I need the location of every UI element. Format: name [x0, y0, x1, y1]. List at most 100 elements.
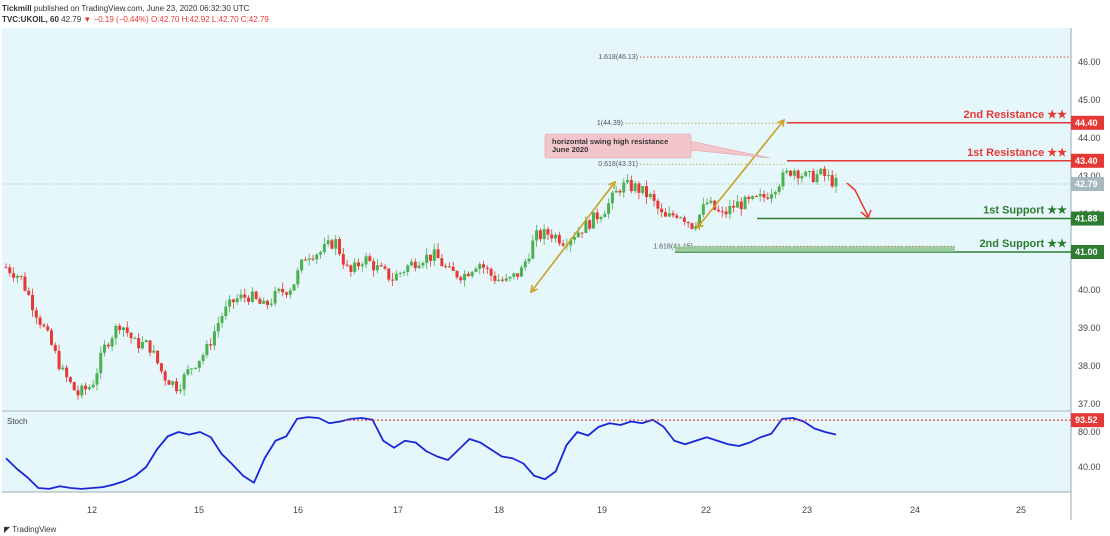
candle-body[interactable] [671, 213, 675, 216]
candle-body[interactable] [303, 259, 307, 261]
candle-body[interactable] [319, 252, 323, 255]
candle-body[interactable] [125, 327, 129, 333]
candle-body[interactable] [637, 183, 641, 193]
candle-body[interactable] [504, 278, 508, 281]
candle-body[interactable] [557, 234, 561, 244]
candle-body[interactable] [720, 211, 724, 213]
candle-body[interactable] [216, 322, 220, 332]
candle-body[interactable] [334, 239, 338, 249]
candle-body[interactable] [550, 234, 554, 239]
candle-body[interactable] [588, 220, 592, 229]
candle-body[interactable] [800, 176, 804, 179]
candle-body[interactable] [193, 367, 197, 369]
candle-body[interactable] [152, 350, 156, 353]
candle-body[interactable] [391, 279, 395, 281]
candle-body[interactable] [785, 170, 789, 173]
candle-body[interactable] [682, 217, 686, 222]
candle-body[interactable] [455, 270, 459, 278]
candle-body[interactable] [512, 273, 516, 277]
candle-body[interactable] [459, 277, 463, 281]
candle-body[interactable] [436, 249, 440, 259]
swing-arrow-right[interactable] [695, 118, 786, 230]
candle-body[interactable] [823, 168, 827, 176]
candle-body[interactable] [569, 239, 573, 246]
candle-body[interactable] [538, 230, 542, 240]
candle-body[interactable] [129, 332, 133, 339]
candle-body[interactable] [19, 275, 23, 277]
candle-body[interactable] [595, 212, 599, 220]
candle-body[interactable] [159, 363, 163, 372]
candle-body[interactable] [701, 204, 705, 215]
candle-body[interactable] [338, 239, 342, 255]
candle-body[interactable] [209, 344, 213, 346]
candle-body[interactable] [804, 171, 808, 177]
candle-body[interactable] [121, 327, 125, 331]
candle-body[interactable] [326, 240, 330, 245]
candle-body[interactable] [497, 279, 501, 281]
candle-body[interactable] [807, 171, 811, 173]
candle-body[interactable] [53, 344, 57, 351]
candle-body[interactable] [709, 200, 713, 203]
candle-body[interactable] [106, 344, 110, 347]
candle-body[interactable] [103, 344, 107, 353]
candle-body[interactable] [368, 256, 372, 262]
candle-body[interactable] [356, 262, 360, 267]
candle-body[interactable] [440, 258, 444, 267]
candle-body[interactable] [12, 273, 16, 278]
candle-body[interactable] [830, 175, 834, 187]
candle-body[interactable] [489, 268, 493, 276]
stoch-line[interactable] [5, 416, 837, 490]
candle-body[interactable] [110, 338, 114, 347]
candle-body[interactable] [811, 171, 815, 183]
candle-body[interactable] [375, 265, 379, 271]
candle-body[interactable] [633, 183, 637, 192]
candle-body[interactable] [23, 276, 27, 291]
candle-body[interactable] [542, 229, 546, 240]
candle-body[interactable] [76, 390, 80, 396]
candle-body[interactable] [235, 298, 239, 303]
candle-body[interactable] [398, 272, 402, 274]
candle-body[interactable] [281, 288, 285, 293]
projection-arrow[interactable] [846, 182, 872, 220]
candle-body[interactable] [535, 230, 539, 241]
candle-body[interactable] [834, 177, 838, 187]
candle-body[interactable] [523, 261, 527, 268]
candle-body[interactable] [186, 369, 190, 375]
candle-body[interactable] [493, 275, 497, 281]
candle-body[interactable] [413, 261, 417, 269]
candle-body[interactable] [777, 186, 781, 192]
candle-body[interactable] [34, 310, 38, 318]
candle-body[interactable] [531, 240, 535, 259]
candle-body[interactable] [91, 384, 95, 388]
candle-body[interactable] [789, 170, 793, 176]
candle-body[interactable] [758, 194, 762, 197]
candle-body[interactable] [137, 337, 141, 349]
candle-body[interactable] [341, 254, 345, 265]
candle-body[interactable] [273, 290, 277, 304]
candle-body[interactable] [425, 254, 429, 263]
candle-body[interactable] [300, 259, 304, 271]
candle-body[interactable] [667, 213, 671, 217]
candle-body[interactable] [554, 234, 558, 239]
candle-body[interactable] [387, 268, 391, 280]
candle-body[interactable] [8, 267, 12, 274]
candle-body[interactable] [610, 192, 614, 204]
candle-body[interactable] [167, 380, 171, 385]
candle-body[interactable] [686, 221, 690, 224]
candle-body[interactable] [379, 265, 383, 267]
candle-body[interactable] [220, 316, 224, 323]
candle-body[interactable] [406, 265, 410, 272]
candle-body[interactable] [754, 196, 758, 198]
candle-body[interactable] [182, 374, 186, 390]
candle-body[interactable] [61, 367, 65, 370]
candle-body[interactable] [262, 300, 266, 304]
candle-body[interactable] [652, 193, 656, 201]
candle-body[interactable] [421, 262, 425, 266]
candle-body[interactable] [444, 266, 448, 268]
candle-body[interactable] [690, 223, 694, 229]
candle-body[interactable] [266, 300, 270, 305]
candle-body[interactable] [648, 193, 652, 198]
candle-body[interactable] [622, 182, 626, 193]
candle-body[interactable] [118, 325, 122, 331]
